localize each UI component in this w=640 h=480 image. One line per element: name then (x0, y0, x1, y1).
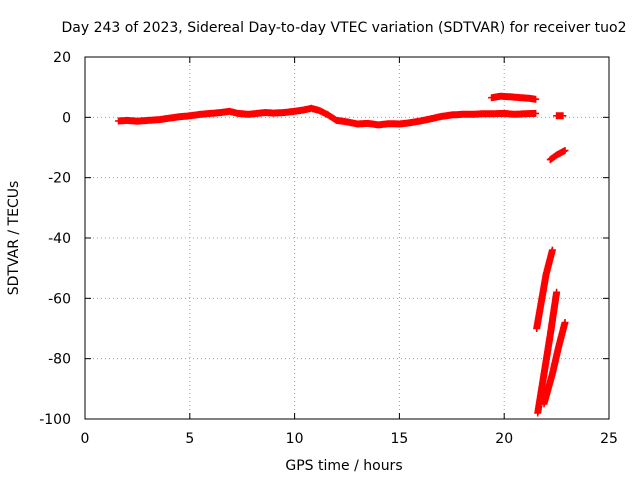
series-segment (546, 147, 569, 164)
y-tick-label: -80 (48, 352, 71, 368)
x-tick-label: 20 (495, 431, 513, 447)
x-tick-label: 25 (600, 431, 618, 447)
x-axis-label: GPS time / hours (285, 458, 402, 474)
chart-title: Day 243 of 2023, Sidereal Day-to-day VTE… (61, 20, 626, 36)
series-segment (115, 104, 540, 129)
series-segment (533, 246, 556, 332)
data-point-markers (488, 92, 540, 103)
y-axis-label: SDTVAR / TECUs (6, 181, 22, 296)
x-tick-label: 10 (286, 431, 304, 447)
y-tick-label: -20 (48, 171, 71, 187)
y-tick-label: -100 (39, 412, 71, 428)
y-tick-label: 20 (53, 50, 71, 66)
series-segment (534, 288, 561, 417)
axis-ticks: 0 5 10 15 20 25 -100 -80 -60 -40 -20 0 20 (39, 50, 618, 447)
data-point-markers (546, 147, 569, 164)
y-tick-label: -60 (48, 291, 71, 307)
x-tick-label: 5 (185, 431, 194, 447)
data-point-markers (553, 112, 567, 120)
y-tick-label: 0 (62, 110, 71, 126)
y-tick-label: -40 (48, 231, 71, 247)
series-segment (488, 92, 540, 103)
series-segment (553, 112, 567, 120)
data-point-markers (540, 319, 569, 408)
series-segment (540, 319, 569, 408)
x-tick-label: 15 (390, 431, 408, 447)
data-point-markers (533, 246, 556, 332)
data-series (115, 92, 569, 417)
data-point-markers (115, 104, 540, 129)
data-point-markers (534, 288, 561, 417)
x-tick-label: 0 (81, 431, 90, 447)
